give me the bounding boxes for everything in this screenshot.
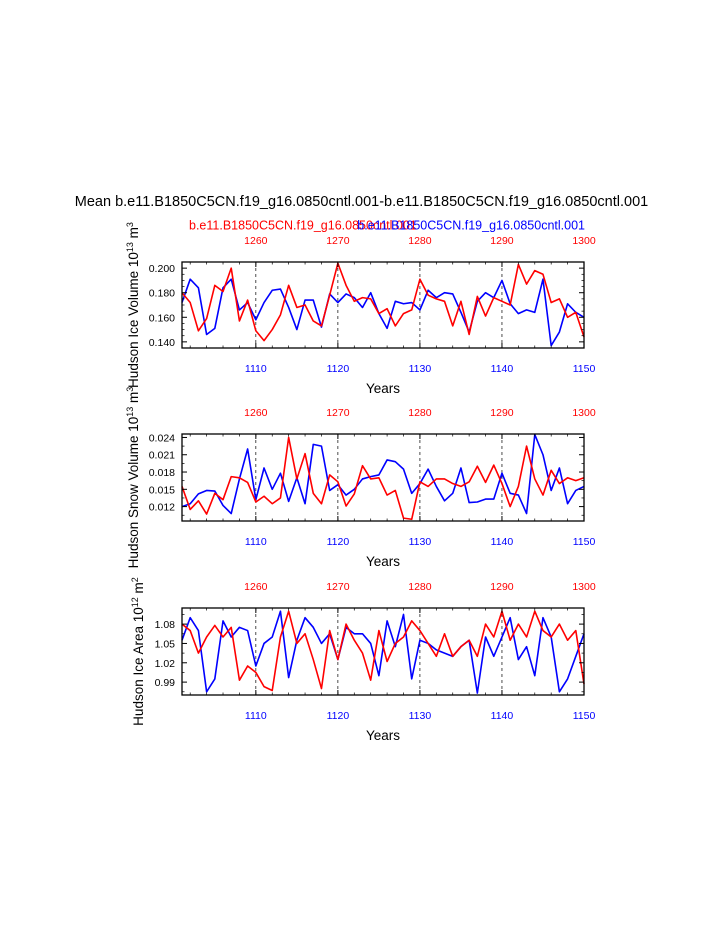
series-line-red <box>181 262 585 342</box>
subtitle-right: b.e11.B1850C5CN.f19_g16.0850cntl.001 <box>357 219 585 233</box>
x-tick-label: 1120 <box>327 710 350 722</box>
y-axis-title: Hudson Ice Volume 1013 m3 <box>125 222 141 388</box>
x-top-tick-label: 1260 <box>244 581 268 593</box>
x-top-tick-label: 1260 <box>244 235 268 247</box>
x-tick-label: 1130 <box>409 710 432 722</box>
x-tick-label: 1150 <box>573 363 596 375</box>
y-axis-title-exp: 13 <box>125 407 135 417</box>
x-tick-label: 1140 <box>491 363 514 375</box>
x-axis-title: Years <box>366 554 400 569</box>
y-axis-title-main: Hudson Ice Area 10 <box>131 607 146 726</box>
x-top-tick-label: 1290 <box>490 581 514 593</box>
y-tick-label: 0.99 <box>155 677 176 689</box>
panel-ice-area: 1110 1120 1130 1140 1150 1260 1270 1280 1290 1300… <box>130 577 596 743</box>
x-top-tick-label: 1260 <box>244 407 268 419</box>
y-axis-title-exp2: 2 <box>130 577 140 582</box>
series-line-red <box>181 436 585 521</box>
series-line-blue <box>181 433 585 515</box>
plot-frame <box>181 433 585 522</box>
x-tick-label: 1150 <box>573 710 596 722</box>
y-axis-title-mid: m <box>126 392 141 407</box>
y-axis-title-main: Hudson Ice Volume 10 <box>126 252 141 388</box>
x-tick-label: 1110 <box>245 536 267 548</box>
y-axis-title-mid: m <box>126 227 141 242</box>
x-tick-label: 1120 <box>327 363 350 375</box>
x-tick-label: 1130 <box>409 536 432 548</box>
y-tick-label: 0.024 <box>149 432 175 444</box>
x-top-tick-label: 1270 <box>326 581 350 593</box>
y-tick-label: 0.160 <box>149 312 175 324</box>
x-top-tick-label: 1300 <box>572 235 596 247</box>
plot-frame <box>181 607 585 696</box>
main-title: Mean b.e11.B1850C5CN.f19_g16.0850cntl.00… <box>75 194 648 210</box>
x-top-tick-label: 1280 <box>408 407 432 419</box>
y-tick-label: 1.05 <box>155 638 176 650</box>
y-tick-label: 0.140 <box>149 337 175 349</box>
x-top-tick-label: 1280 <box>408 235 432 247</box>
x-top-tick-label: 1300 <box>572 407 596 419</box>
series-line-red <box>181 610 585 692</box>
x-top-tick-label: 1280 <box>408 581 432 593</box>
y-tick-label: 1.08 <box>155 619 176 631</box>
y-tick-label: 0.021 <box>149 450 175 462</box>
x-tick-label: 1110 <box>245 710 267 722</box>
x-tick-label: 1140 <box>491 710 514 722</box>
y-axis-title-exp: 12 <box>130 597 140 607</box>
x-top-tick-label: 1300 <box>572 581 596 593</box>
y-tick-label: 0.015 <box>149 484 175 496</box>
panel-ice-volume: 1110 1120 1130 1140 1150 1260 1270 1280 1290 1300… <box>125 222 596 396</box>
y-axis-title-exp: 13 <box>125 242 135 252</box>
x-tick-label: 1120 <box>327 536 350 548</box>
y-tick-label: 0.180 <box>149 288 175 300</box>
y-axis-title-exp2: 3 <box>125 387 135 392</box>
y-tick-label: 1.02 <box>155 658 176 670</box>
y-tick-label: 0.200 <box>149 263 175 275</box>
y-axis-title-main: Hudson Snow Volume 10 <box>126 417 141 569</box>
x-tick-label: 1140 <box>491 536 514 548</box>
y-axis-title-exp2: 3 <box>125 222 135 227</box>
y-tick-label: 0.012 <box>149 502 175 514</box>
x-top-tick-label: 1270 <box>326 407 350 419</box>
panel-snow-volume: 1110 1120 1130 1140 1150 1260 1270 1280 1290 1300… <box>125 387 596 569</box>
x-top-tick-label: 1290 <box>490 235 514 247</box>
y-axis-title: Hudson Ice Area 1012 m2 <box>130 577 146 726</box>
subtitle-left: b.e11.B1850C5CN.f19_g16.0850cntl.001 <box>189 219 417 233</box>
panels: 1110 1120 1130 1140 1150 1260 1270 1280 1290 1300… <box>125 222 596 743</box>
y-axis-title-mid: m <box>131 582 146 597</box>
series-line-blue <box>181 610 585 694</box>
plot-frame <box>181 261 585 349</box>
x-tick-label: 1110 <box>245 363 267 375</box>
x-top-tick-label: 1290 <box>490 407 514 419</box>
x-axis-title: Years <box>366 728 400 743</box>
y-tick-label: 0.018 <box>149 467 175 479</box>
x-top-tick-label: 1270 <box>326 235 350 247</box>
x-tick-label: 1150 <box>573 536 596 548</box>
x-axis-title: Years <box>366 381 400 396</box>
x-tick-label: 1130 <box>409 363 432 375</box>
y-axis-title: Hudson Snow Volume 1013 m3 <box>125 387 141 569</box>
